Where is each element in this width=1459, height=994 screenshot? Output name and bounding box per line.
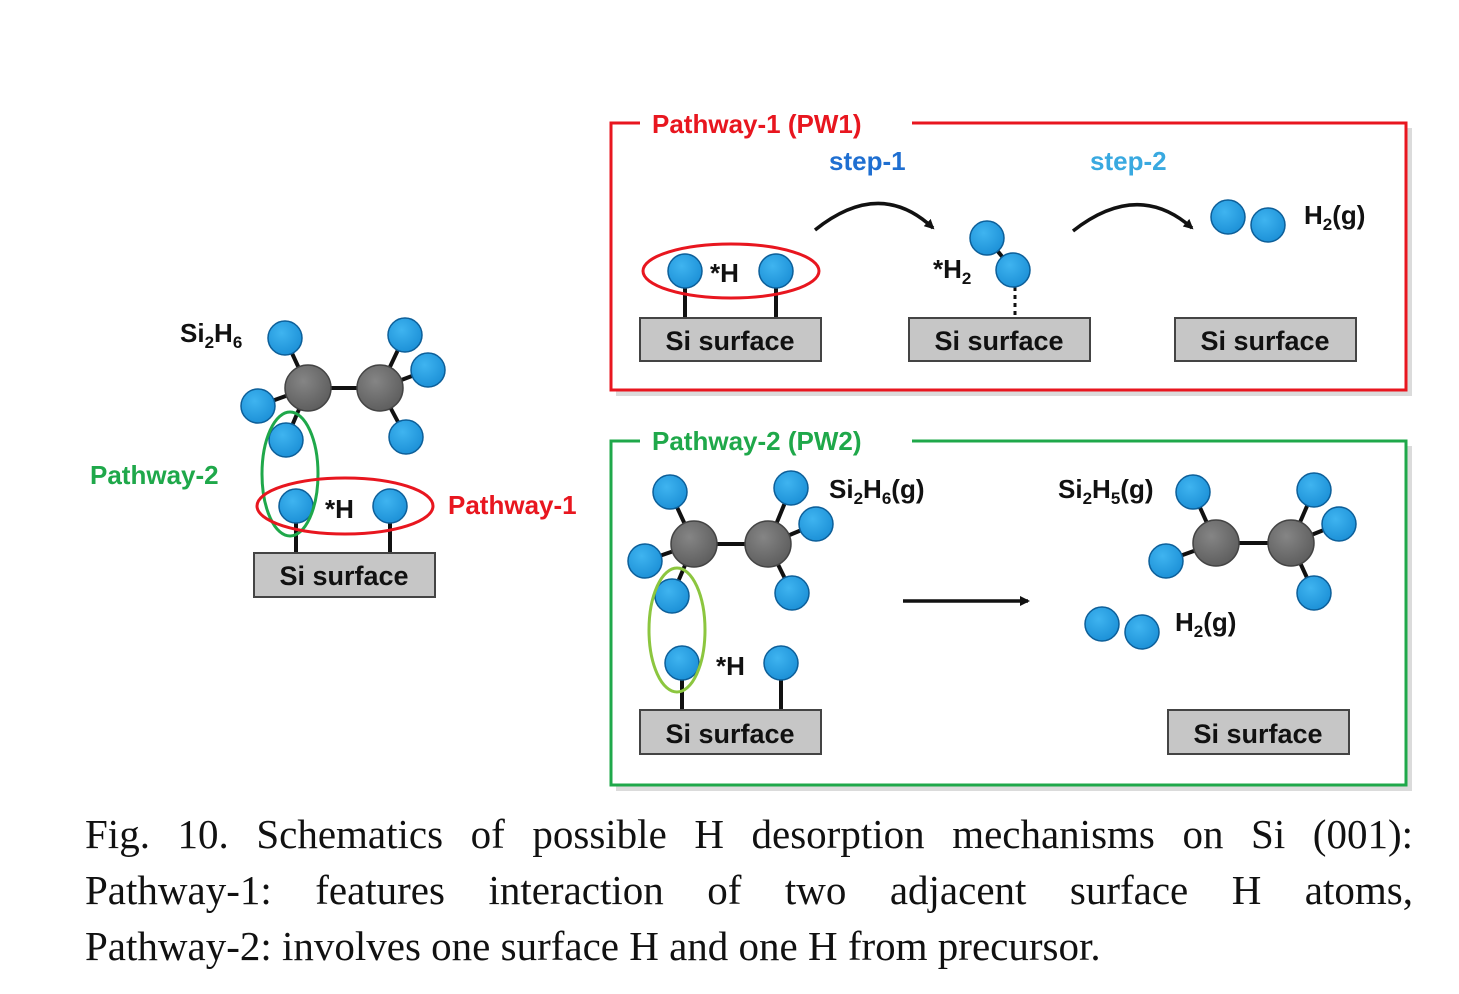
si-surface-label: Si surface	[934, 326, 1063, 356]
h-atom	[1296, 472, 1332, 508]
pw1-panel: Pathway-1 (PW1) step-1 step-2 *H Si surf…	[609, 105, 1412, 396]
h-atom	[410, 352, 446, 388]
h-atom	[969, 220, 1005, 256]
caption-line-2: Pathway-1: features interaction of two a…	[85, 867, 1413, 913]
si-surface-block	[639, 709, 822, 755]
h-atom	[1124, 614, 1160, 650]
si2h6-gas-label: Si2H6(g)	[829, 474, 925, 508]
si-surface-label: Si surface	[665, 719, 794, 749]
pw2-panel: Pathway-2 (PW2) *H Si2H6(g) Si surface	[609, 423, 1412, 791]
h-atom	[798, 506, 834, 542]
pw1-surface-h-label: *H	[710, 258, 739, 288]
si-atom	[744, 520, 792, 568]
surface-h-atom	[758, 253, 794, 289]
si2h6-label: Si2H6	[180, 318, 242, 352]
h-atom	[268, 422, 304, 458]
si-surface-block	[908, 317, 1091, 362]
pathway1-side-label: Pathway-1	[448, 490, 577, 520]
step1-label: step-1	[829, 146, 906, 176]
si-surface-block	[1167, 709, 1350, 755]
pw2-ellipse	[647, 566, 707, 694]
h-atom	[1084, 606, 1120, 642]
pathway2-side-label: Pathway-2	[90, 460, 219, 490]
pw1-title: Pathway-1 (PW1)	[652, 109, 862, 139]
si-surface-block	[253, 552, 436, 598]
surface-h-atom	[372, 488, 408, 524]
h-atom	[1296, 575, 1332, 611]
mechanism-diagram: Si surface Si2H6 *H Pathway-2 Pathway-1 …	[90, 105, 1412, 791]
left-panel: Si surface Si2H6 *H Pathway-2 Pathway-1	[90, 317, 577, 598]
h-atom	[1210, 199, 1246, 235]
si-atom	[1267, 519, 1315, 567]
h-atom	[654, 578, 690, 614]
pathway1-ellipse	[255, 476, 435, 536]
si-atom	[1192, 519, 1240, 567]
h-atom	[240, 388, 276, 424]
h-atom	[388, 419, 424, 455]
si-surface-label: Si surface	[1193, 719, 1322, 749]
pw1-title-bg	[640, 105, 912, 141]
si-atom	[670, 520, 718, 568]
caption-line-1: Fig. 10. Schematics of possible H desorp…	[85, 811, 1413, 857]
surface-h-atom	[763, 645, 799, 681]
h-atom	[1250, 207, 1286, 243]
pw2-title: Pathway-2 (PW2)	[652, 426, 862, 456]
adsorbed-h2-label: *H2	[933, 254, 971, 288]
si-atom	[284, 364, 332, 412]
h-atom	[387, 317, 423, 353]
surface-h-label: *H	[325, 494, 354, 524]
h-atom	[1175, 474, 1211, 510]
pw2-surface-h-label: *H	[716, 651, 745, 681]
caption-line-3: Pathway-2: involves one surface H and on…	[85, 923, 1101, 969]
si-surface-block	[639, 317, 822, 362]
surface-h-atom	[667, 253, 703, 289]
si-surface-label: Si surface	[279, 561, 408, 591]
h-atom	[627, 543, 663, 579]
h-atom	[1148, 543, 1184, 579]
h-atom	[267, 320, 303, 356]
surface-h-atom	[278, 488, 314, 524]
h-atom	[995, 252, 1031, 288]
step2-arrow	[1071, 203, 1194, 233]
pathway2-ellipse	[260, 410, 320, 538]
si-surface-label: Si surface	[665, 326, 794, 356]
step1-arrow	[813, 201, 935, 232]
figure-caption: Fig. 10. Schematics of possible H desorp…	[85, 806, 1413, 974]
si-surface-block	[1174, 317, 1357, 362]
h-atom	[652, 474, 688, 510]
h-atom	[1321, 506, 1357, 542]
surface-h-atom	[664, 645, 700, 681]
pw1-ellipse	[641, 242, 821, 300]
si-atom	[356, 364, 404, 412]
si-surface-label: Si surface	[1200, 326, 1329, 356]
h-atom	[773, 470, 809, 506]
h-atom	[774, 575, 810, 611]
pw2-title-bg	[640, 423, 912, 459]
h2-gas-label: H2(g)	[1175, 607, 1236, 641]
h2-gas-label: H2(g)	[1304, 200, 1365, 234]
step2-label: step-2	[1090, 146, 1167, 176]
si2h5-gas-label: Si2H5(g)	[1058, 474, 1154, 508]
